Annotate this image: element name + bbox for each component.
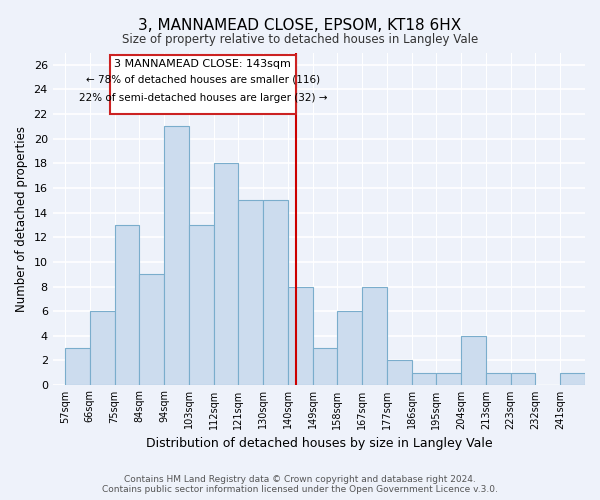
Text: 22% of semi-detached houses are larger (32) →: 22% of semi-detached houses are larger (… — [79, 93, 327, 103]
Bar — [387, 360, 412, 385]
FancyBboxPatch shape — [110, 55, 296, 114]
Bar — [90, 311, 115, 385]
Bar — [436, 373, 461, 385]
Bar — [115, 225, 139, 385]
Text: 3, MANNAMEAD CLOSE, EPSOM, KT18 6HX: 3, MANNAMEAD CLOSE, EPSOM, KT18 6HX — [139, 18, 461, 32]
Y-axis label: Number of detached properties: Number of detached properties — [15, 126, 28, 312]
Bar — [560, 373, 585, 385]
X-axis label: Distribution of detached houses by size in Langley Vale: Distribution of detached houses by size … — [146, 437, 492, 450]
Bar — [412, 373, 436, 385]
Bar — [139, 274, 164, 385]
Text: ← 78% of detached houses are smaller (116): ← 78% of detached houses are smaller (11… — [86, 74, 320, 85]
Bar — [65, 348, 90, 385]
Bar — [486, 373, 511, 385]
Text: Contains HM Land Registry data © Crown copyright and database right 2024.
Contai: Contains HM Land Registry data © Crown c… — [102, 474, 498, 494]
Text: 3 MANNAMEAD CLOSE: 143sqm: 3 MANNAMEAD CLOSE: 143sqm — [115, 58, 292, 68]
Bar — [238, 200, 263, 385]
Bar — [288, 286, 313, 385]
Bar — [362, 286, 387, 385]
Bar — [164, 126, 189, 385]
Bar — [511, 373, 535, 385]
Bar — [313, 348, 337, 385]
Text: Size of property relative to detached houses in Langley Vale: Size of property relative to detached ho… — [122, 32, 478, 46]
Bar — [461, 336, 486, 385]
Bar — [214, 164, 238, 385]
Bar — [189, 225, 214, 385]
Bar — [337, 311, 362, 385]
Bar — [263, 200, 288, 385]
